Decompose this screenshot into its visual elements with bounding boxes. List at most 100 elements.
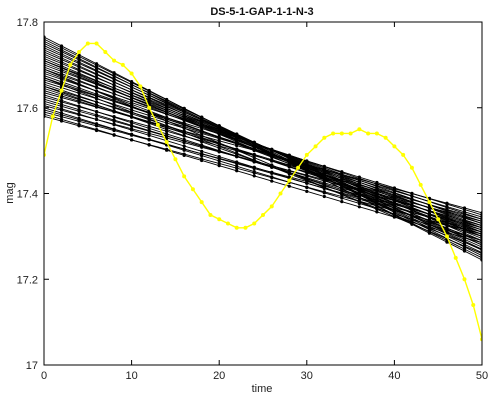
black-series-point [182,144,186,148]
black-series-point [392,187,396,191]
black-series-point [165,136,169,140]
black-series-point [200,133,204,138]
black-series-point [182,121,186,125]
black-series-point [270,164,274,169]
black-series-point [94,89,99,93]
highlight-series-point [103,50,108,55]
black-series-point [410,204,414,208]
black-series-point [77,100,81,104]
black-series-point [200,145,204,149]
black-series-point [147,93,151,97]
black-series-point [130,93,134,97]
black-series-point [410,198,414,202]
black-series-point [94,114,99,118]
highlight-series-point [313,144,318,149]
highlight-series-point [322,135,327,140]
highlight-series-point [278,191,283,196]
black-series-point [375,199,379,203]
black-series-point [445,226,449,230]
black-series-point [182,152,186,156]
x-tick-label: 30 [301,370,313,382]
black-series-point [252,166,256,170]
highlight-series-point [269,204,274,209]
black-series-point [59,108,64,112]
highlight-series-point [68,62,73,67]
black-series-point [77,76,81,80]
black-series-point [375,210,379,214]
black-series-point [235,154,239,159]
black-series-point [375,206,379,210]
black-series-point [270,148,274,152]
black-series-point [130,85,134,89]
highlight-series-point [418,182,423,187]
black-series-line [44,109,482,233]
black-series-point [392,203,396,207]
black-series-point [375,202,379,206]
black-series-point [305,185,309,189]
black-series-point [94,124,99,128]
black-series-point [322,164,326,168]
highlight-series-point [357,127,362,132]
highlight-series-point [401,152,406,157]
black-series-point [462,240,467,244]
black-series-point [235,140,239,144]
x-tick-label: 50 [476,370,488,382]
black-series-point [130,95,134,100]
black-series-point [357,191,361,195]
highlight-series-point [85,41,90,46]
black-series-point [445,216,449,221]
black-series-line [44,111,482,229]
black-series-point [340,189,344,193]
black-series-point [445,220,449,224]
black-series-point [357,199,361,203]
black-series-point [322,190,326,194]
highlight-series-point [112,58,117,63]
y-tick-label: 17.2 [17,274,38,286]
highlight-series-point [199,200,204,205]
black-series-point [340,170,344,174]
highlight-series-point [225,221,230,226]
black-series-point [77,65,81,69]
black-series-point [130,104,134,108]
black-series-point [182,126,186,130]
black-series-point [130,133,134,137]
black-series-point [270,158,274,163]
black-series-line [44,68,482,254]
black-series-point [305,159,309,163]
black-series-point [59,57,64,62]
black-series-point [287,153,291,158]
black-series-point [252,158,256,163]
black-series-point [217,161,221,166]
black-series-point [77,113,81,117]
black-series-point [147,97,151,102]
highlight-series-point [304,152,309,157]
black-series-point [130,115,134,119]
black-series-point [94,69,99,73]
black-series-point [287,175,291,179]
highlight-series-point [182,174,187,179]
black-series-point [94,105,99,109]
y-tick-label: 17.4 [17,189,38,201]
x-tick-label: 40 [388,370,400,382]
black-series-point [112,77,116,81]
black-series-point [59,100,64,104]
black-series-line [44,60,482,246]
black-series-point [410,214,414,218]
black-series-point [462,210,467,214]
highlight-series-point [234,225,239,230]
black-series-point [410,191,414,196]
black-series-point [200,140,204,144]
black-series-point [252,156,256,160]
black-series-point [287,171,291,175]
highlight-series-point [243,225,248,230]
black-series-point [445,223,449,227]
y-tick-label: 17 [26,360,38,372]
black-series-point [59,74,64,79]
black-series-point [77,73,81,77]
highlight-series-point [77,50,82,55]
black-series-point [77,119,81,123]
highlight-series-point [366,131,371,136]
black-series-point [410,217,414,221]
highlight-series-point [217,217,222,222]
black-series-point [147,138,151,142]
